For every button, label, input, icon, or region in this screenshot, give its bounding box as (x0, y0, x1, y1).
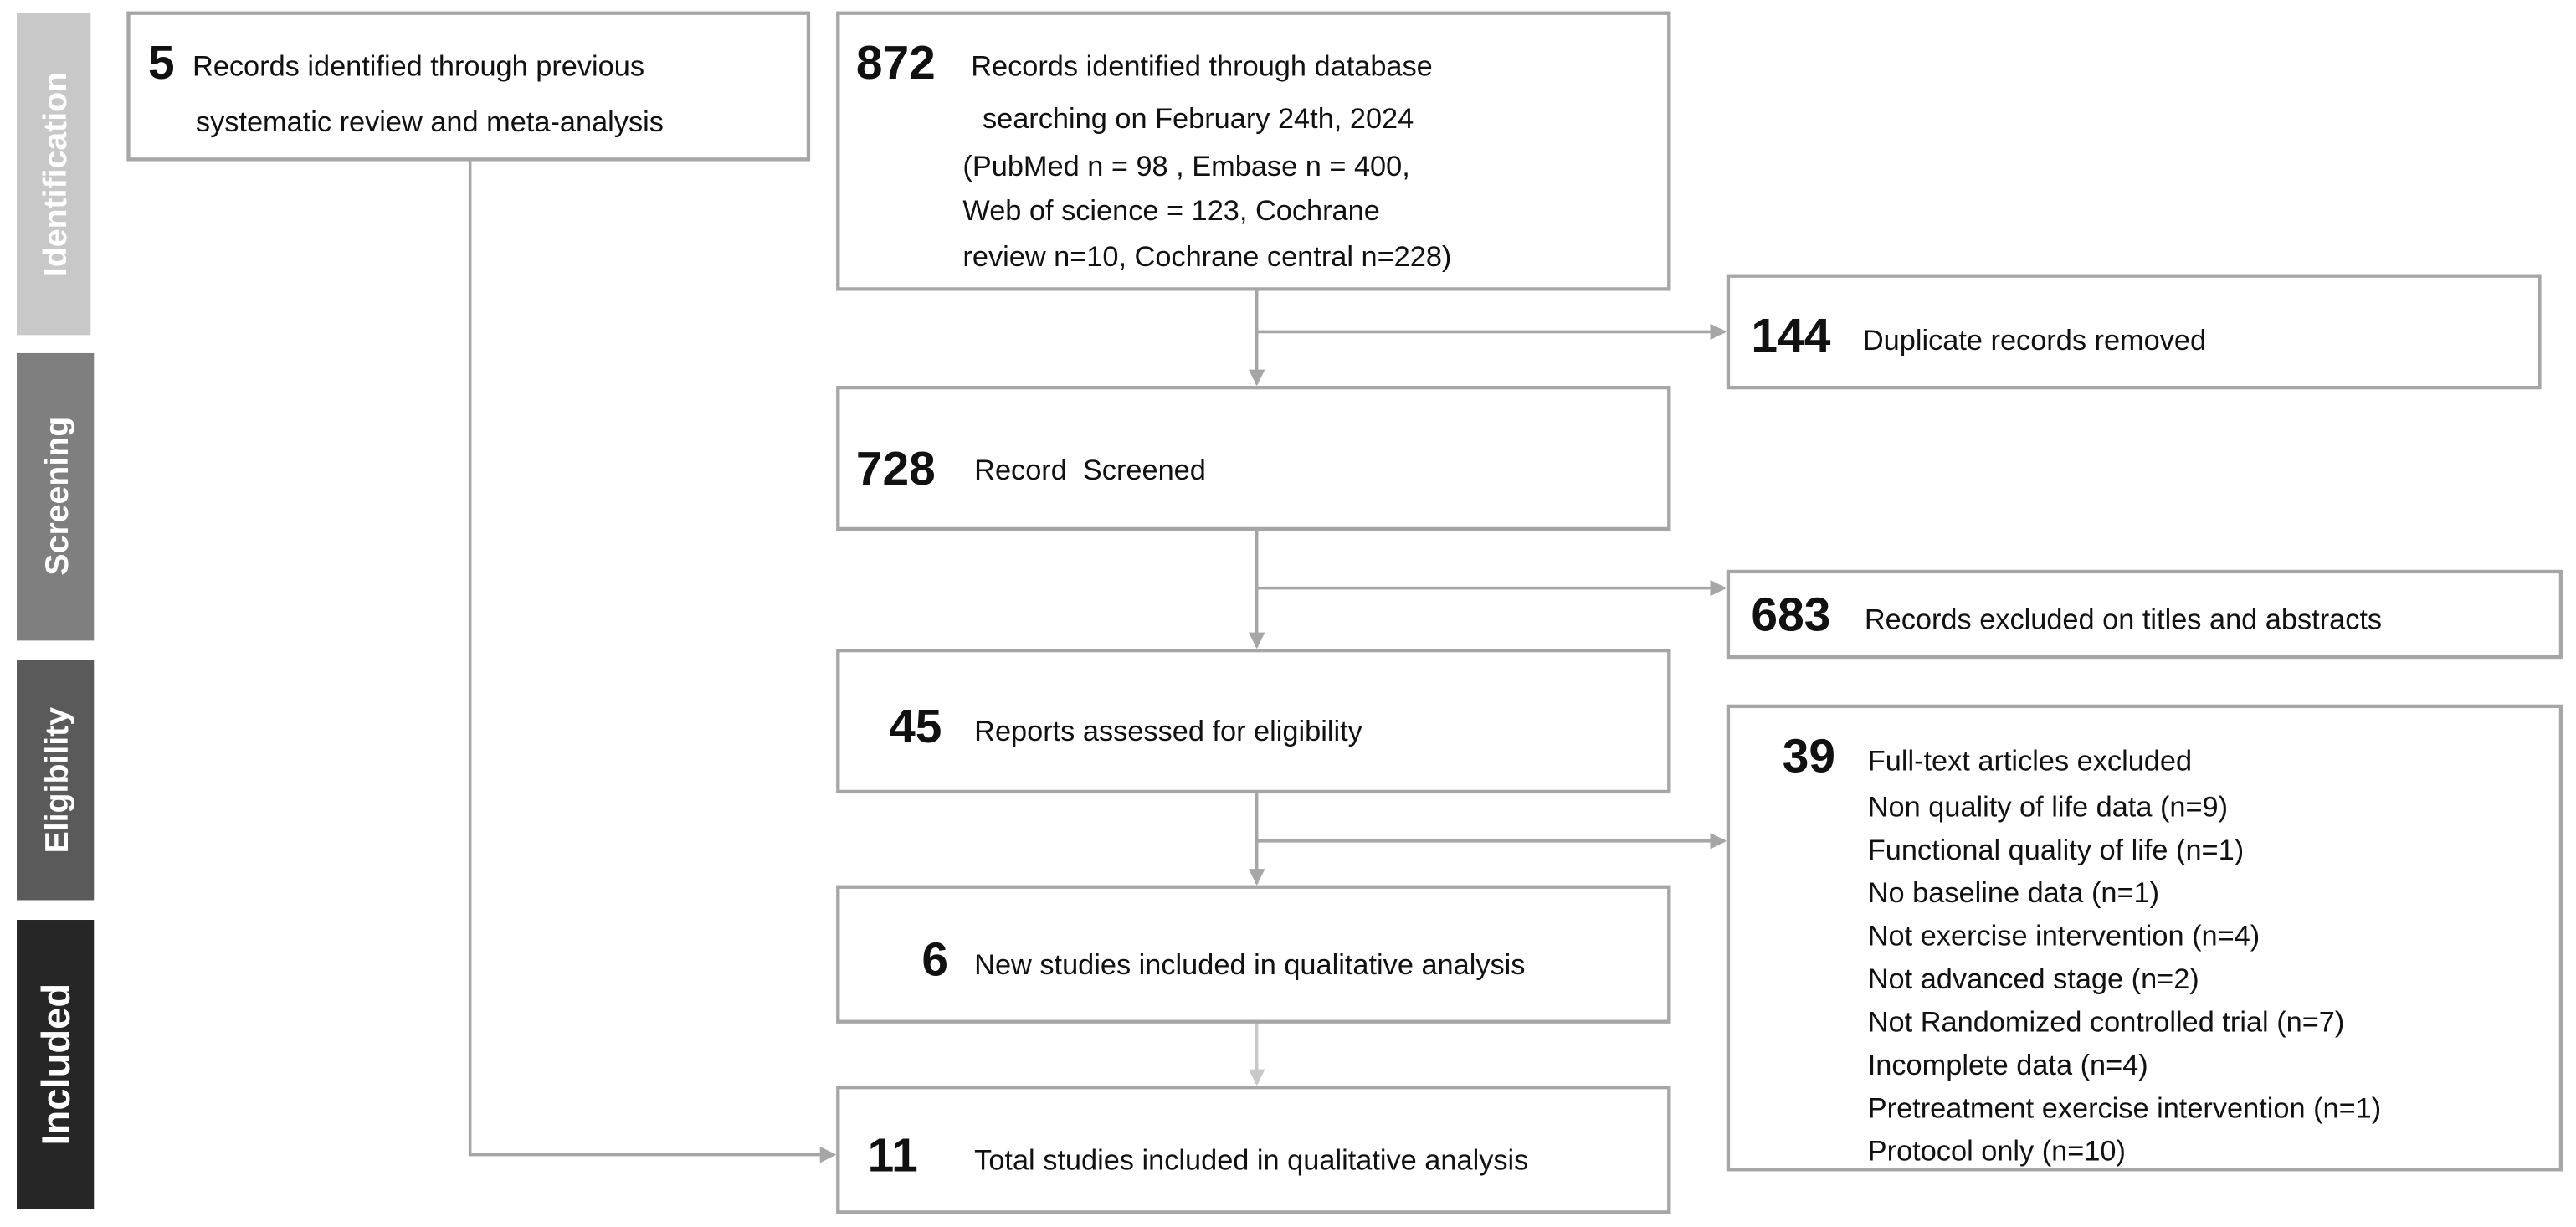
count: 872 (856, 36, 936, 90)
text-line: Records identified through database (971, 50, 1433, 82)
exclusion-reason: Pretreatment exercise intervention (n=1) (1868, 1092, 2381, 1124)
count: 45 (889, 700, 942, 753)
box-previous-review: 5 Records identified through previous sy… (126, 11, 811, 162)
count: 39 (1783, 729, 1835, 783)
stage-eligibility: Eligibility (17, 660, 95, 901)
count: 6 (921, 933, 948, 987)
text-line: (PubMed n = 98 , Embase n = 400, (962, 151, 1409, 182)
stage-bar (17, 920, 95, 1209)
exclusion-reason: Functional quality of life (n=1) (1868, 834, 2244, 866)
box-excluded-titles: 683 Records excluded on titles and abstr… (1726, 569, 2563, 660)
count: 144 (1751, 309, 1830, 362)
exclusion-reason: Non quality of life data (n=9) (1868, 791, 2228, 823)
box-eligibility: 45 Reports assessed for eligibility (836, 648, 1671, 794)
count: 683 (1751, 588, 1830, 642)
count: 11 (868, 1128, 918, 1182)
box-fulltext-excluded: 39 Full-text articles excluded Non quali… (1726, 704, 2563, 1172)
text-line: Records excluded on titles and abstracts (1865, 604, 2382, 636)
stage-screening: Screening (17, 352, 95, 641)
text-line: Full-text articles excluded (1868, 745, 2192, 777)
text-line: Record Screened (974, 454, 1206, 486)
stage-included: Included (17, 920, 95, 1209)
text-line: systematic review and meta-analysis (196, 106, 664, 138)
stage-identification: Identification (17, 13, 91, 336)
stage-label: Eligibility (38, 707, 75, 854)
box-total-studies: 11 Total studies included in qualitative… (836, 1086, 1671, 1214)
box-screened: 728 Record Screened (836, 385, 1671, 531)
text-line: review n=10, Cochrane central n=228) (962, 241, 1451, 273)
exclusion-reason: Protocol only (n=10) (1868, 1136, 2126, 1168)
stage-bar (17, 660, 95, 901)
exclusion-reason: Not exercise intervention (n=4) (1868, 921, 2260, 952)
text-line: Total studies included in qualitative an… (974, 1144, 1528, 1176)
stage-label: Included (33, 983, 78, 1146)
stage-bar (17, 352, 95, 641)
text-line: New studies included in qualitative anal… (974, 949, 1525, 981)
exclusion-reason: Not Randomized controlled trial (n=7) (1868, 1006, 2345, 1038)
box-new-studies: 6 New studies included in qualitative an… (836, 885, 1671, 1024)
count: 728 (856, 442, 936, 495)
stage-label: Identification (37, 72, 74, 276)
text-line: Web of science = 123, Cochrane (962, 195, 1379, 227)
exclusion-reason: Incomplete data (n=4) (1868, 1050, 2148, 1081)
arrow-previous-to-total (468, 159, 837, 1163)
stage-bar (17, 13, 91, 336)
exclusion-reason: Not advanced stage (n=2) (1868, 963, 2199, 995)
text-line: searching on February 24th, 2024 (983, 103, 1414, 135)
text-line: Duplicate records removed (1863, 325, 2206, 357)
box-database-search: 872 Records identified through database … (836, 11, 1671, 291)
count: 5 (148, 36, 175, 90)
text-line: Reports assessed for eligibility (974, 716, 1362, 747)
exclusion-reason: No baseline data (n=1) (1868, 877, 2159, 909)
connectors (468, 159, 1727, 1163)
box-duplicates: 144 Duplicate records removed (1726, 274, 2542, 390)
exclusion-reasons: Non quality of life data (n=9) Functional… (1868, 791, 2381, 1167)
text-line: Records identified through previous (192, 50, 644, 82)
stage-label: Screening (38, 417, 75, 576)
